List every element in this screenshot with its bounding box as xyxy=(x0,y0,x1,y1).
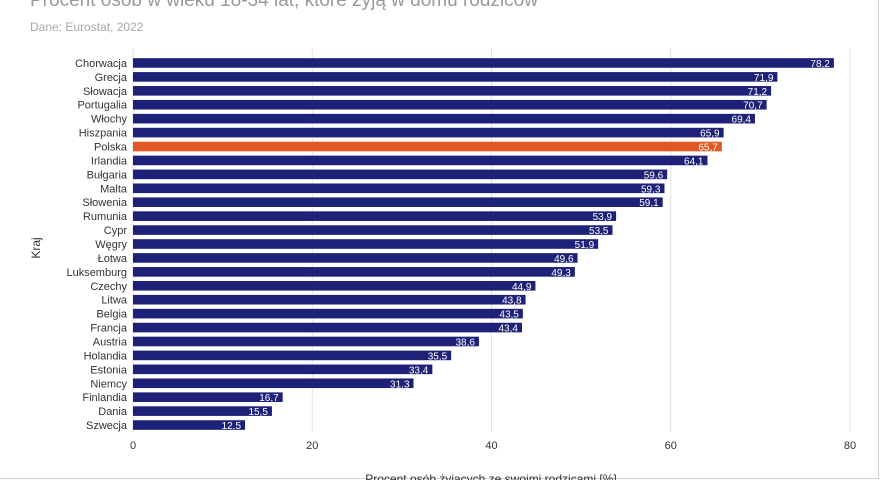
category-label: Irlandia xyxy=(91,155,128,167)
category-label: Węgry xyxy=(95,239,127,251)
y-axis-title: Kraj xyxy=(29,237,43,258)
data-label: 71,2 xyxy=(748,87,768,98)
data-label: 43,4 xyxy=(499,324,519,335)
category-label: Łotwa xyxy=(98,253,128,265)
data-label: 35,5 xyxy=(428,351,448,362)
category-label: Estonia xyxy=(90,364,128,376)
category-label: Belgia xyxy=(96,309,127,321)
bar-słowacja xyxy=(133,86,772,96)
category-label: Szwecja xyxy=(86,420,128,432)
x-tick-label: 20 xyxy=(306,440,318,452)
chart-subtitle: Dane: Eurostat, 2022 xyxy=(30,20,144,34)
category-label: Polska xyxy=(94,142,128,154)
data-label: 43,8 xyxy=(502,296,522,307)
data-label: 38,6 xyxy=(455,337,475,348)
category-label: Włochy xyxy=(91,114,128,126)
bar-niemcy xyxy=(133,378,414,389)
data-label: 65,7 xyxy=(698,143,718,154)
data-label: 43,5 xyxy=(499,310,519,321)
data-label: 59,1 xyxy=(639,198,659,209)
bar-łotwa xyxy=(133,253,578,263)
category-label: Słowenia xyxy=(82,197,128,209)
data-label: 69,4 xyxy=(732,115,752,126)
data-label: 64,1 xyxy=(684,156,704,167)
bar-cypr xyxy=(133,225,613,235)
data-label: 15,5 xyxy=(248,407,268,418)
data-label: 33,4 xyxy=(409,365,429,376)
category-label: Czechy xyxy=(90,281,127,293)
data-label: 65,9 xyxy=(700,129,720,140)
bar-portugalia xyxy=(133,99,767,110)
bar-polska xyxy=(133,141,722,152)
category-label: Luksemburg xyxy=(66,267,127,279)
bar-chorwacja xyxy=(133,58,834,68)
x-tick-label: 0 xyxy=(130,440,136,452)
data-label: 16,7 xyxy=(259,393,279,404)
bar-szwecja xyxy=(133,420,246,430)
x-tick-label: 80 xyxy=(844,440,856,452)
data-label: 31,3 xyxy=(390,379,410,390)
bar-węgry xyxy=(133,239,599,249)
bar-włochy xyxy=(133,113,755,124)
category-label: Dania xyxy=(98,406,128,418)
data-label: 53,9 xyxy=(593,212,613,223)
category-label: Malta xyxy=(100,183,128,195)
chart-title: Procent osób w wieku 18-34 lat, które ży… xyxy=(30,0,538,11)
bar-estonia xyxy=(133,364,433,375)
bar-finlandia xyxy=(133,392,283,402)
category-label: Hiszpania xyxy=(79,128,128,140)
category-label: Finlandia xyxy=(82,392,128,404)
data-label: 78,2 xyxy=(810,59,830,70)
bar-czechy xyxy=(133,280,536,291)
bar-francja xyxy=(133,322,522,333)
x-tick-label: 40 xyxy=(485,440,497,452)
category-label: Chorwacja xyxy=(75,58,128,70)
category-label: Holandia xyxy=(84,350,128,362)
bar-luksemburg xyxy=(133,267,575,277)
x-tick-labels: 0 20 40 60 80 xyxy=(130,440,856,452)
category-label: Austria xyxy=(93,336,128,348)
bar-belgia xyxy=(133,308,523,319)
x-axis-title: Procent osób żyjących ze swoimi rodzicam… xyxy=(365,472,616,480)
data-label: 59,6 xyxy=(644,170,664,181)
data-label: 53,5 xyxy=(589,226,609,237)
bar-malta xyxy=(133,183,665,194)
data-label: 49,3 xyxy=(551,268,571,279)
bar-holandia xyxy=(133,350,452,361)
bar-bułgaria xyxy=(133,169,668,180)
bar-słowenia xyxy=(133,197,663,208)
category-label: Francja xyxy=(90,323,128,335)
category-label: Cypr xyxy=(104,225,128,237)
data-label: 12,5 xyxy=(222,421,242,432)
data-label: 44,9 xyxy=(512,282,532,293)
category-label: Bułgaria xyxy=(87,169,128,181)
data-label: 71,9 xyxy=(754,73,774,84)
category-label: Portugalia xyxy=(77,100,127,112)
category-label: Grecja xyxy=(95,72,128,84)
category-labels: Chorwacja Grecja Słowacja Portugalia Włochy H… xyxy=(66,58,127,432)
bar-dania xyxy=(133,406,272,416)
category-label: Litwa xyxy=(101,295,128,307)
category-label: Niemcy xyxy=(90,378,127,390)
x-tick-label: 60 xyxy=(665,440,677,452)
bars: 78,2 71,9 71,2 70,7 69,4 65,9 65,7 64,1 59,6 59,3… xyxy=(133,58,834,432)
bar-irlandia xyxy=(133,155,708,166)
category-label: Słowacja xyxy=(83,86,128,98)
data-label: 70,7 xyxy=(743,101,763,112)
bar-hiszpania xyxy=(133,127,724,138)
data-label: 59,3 xyxy=(641,184,661,195)
category-label: Rumunia xyxy=(83,211,128,223)
data-label: 51,9 xyxy=(575,240,595,251)
data-label: 49,6 xyxy=(554,254,574,265)
bar-litwa xyxy=(133,294,526,305)
bar-austria xyxy=(133,336,479,347)
bar-grecja xyxy=(133,72,778,82)
bar-rumunia xyxy=(133,211,617,221)
